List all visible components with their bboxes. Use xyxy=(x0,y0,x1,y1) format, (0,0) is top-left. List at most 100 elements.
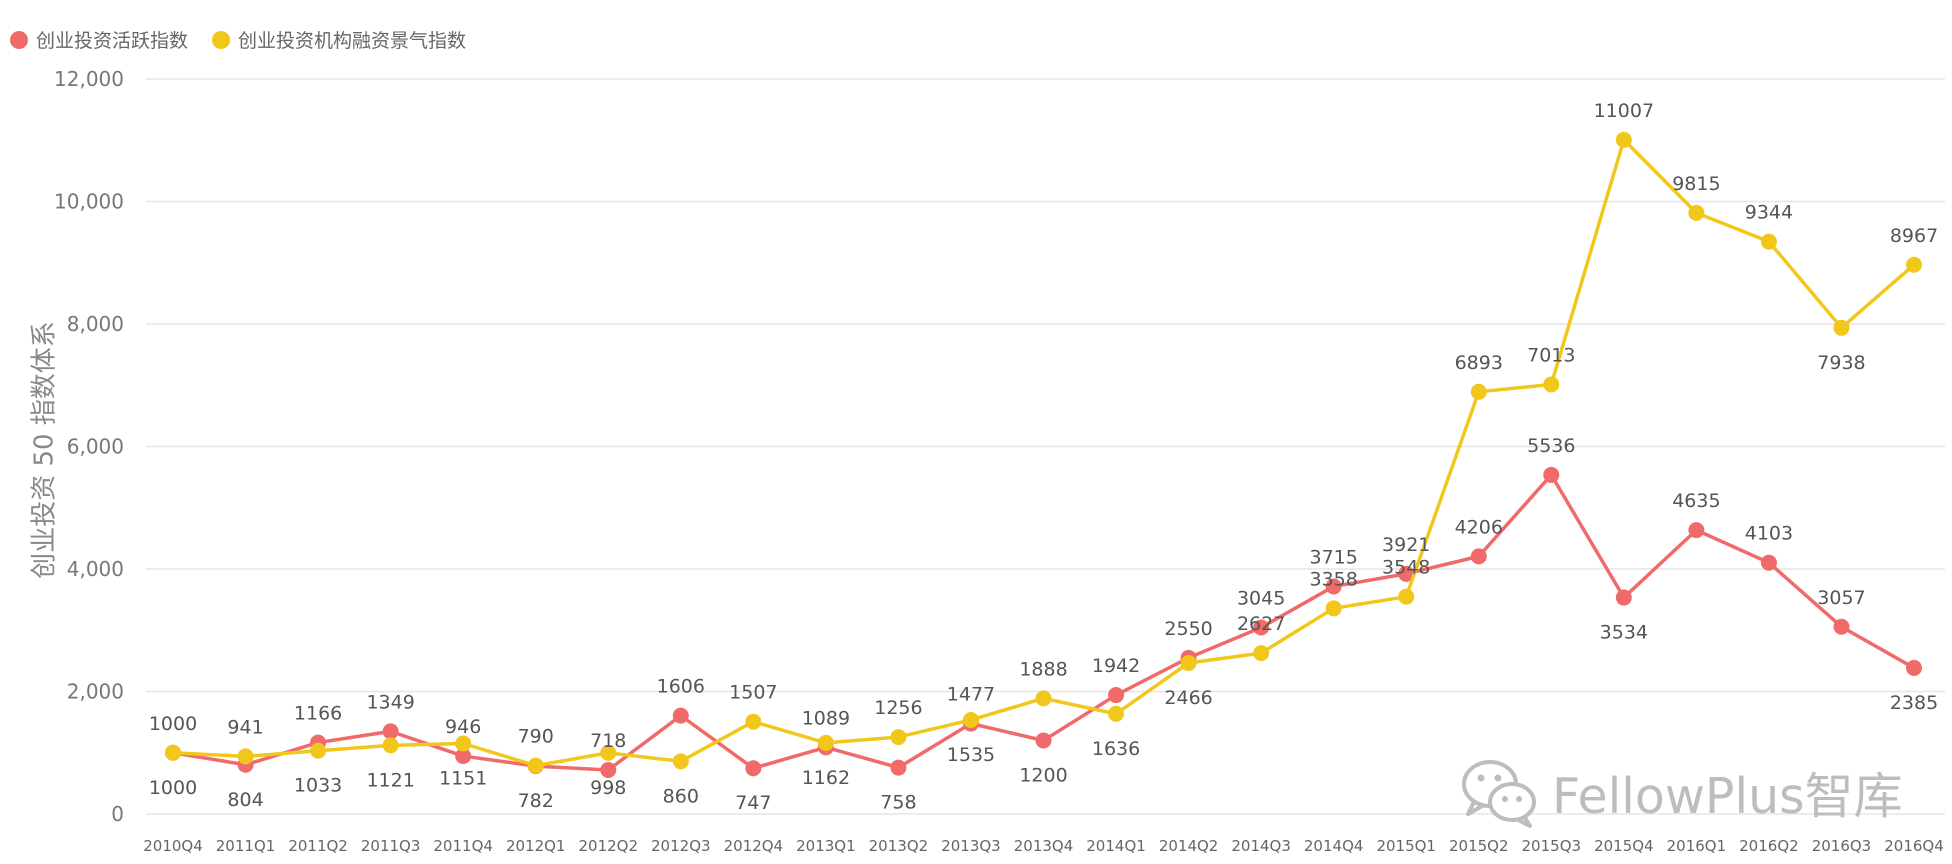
data-point[interactable] xyxy=(1180,654,1197,671)
data-point[interactable] xyxy=(672,753,689,770)
data-label: 3045 xyxy=(1237,587,1285,609)
data-label: 1507 xyxy=(729,682,777,704)
data-point[interactable] xyxy=(745,713,762,730)
x-tick-label: 2015Q2 xyxy=(1449,837,1509,855)
data-point[interactable] xyxy=(1398,565,1415,582)
y-axis-tick-labels: 0 2,000 4,000 6,000 8,000 10,000 12,000 xyxy=(54,67,124,826)
x-tick-label: 2012Q1 xyxy=(506,837,566,855)
data-point[interactable] xyxy=(1108,687,1125,704)
data-point[interactable] xyxy=(745,760,762,777)
data-point[interactable] xyxy=(1615,589,1632,606)
legend-item-activity[interactable]: 创业投资活跃指数 xyxy=(10,26,188,53)
legend-swatch-activity xyxy=(10,30,28,49)
data-label: 2627 xyxy=(1237,613,1285,635)
data-point[interactable] xyxy=(962,711,979,728)
data-label: 998 xyxy=(590,777,626,799)
data-label: 1256 xyxy=(874,697,922,719)
data-point[interactable] xyxy=(1688,522,1705,539)
data-point[interactable] xyxy=(1688,204,1705,221)
y-tick-label: 6,000 xyxy=(67,435,124,459)
data-label: 4206 xyxy=(1455,516,1503,538)
data-point[interactable] xyxy=(1543,466,1560,483)
series-lines xyxy=(165,131,1922,779)
data-label: 1477 xyxy=(947,684,995,706)
y-tick-label: 4,000 xyxy=(67,557,124,581)
y-tick-label: 12,000 xyxy=(54,67,124,91)
data-label: 9344 xyxy=(1745,202,1793,224)
data-label: 7938 xyxy=(1817,352,1865,374)
data-point[interactable] xyxy=(1906,256,1922,273)
data-label: 3921 xyxy=(1382,534,1430,556)
x-tick-label: 2016Q4 xyxy=(1884,837,1944,855)
x-tick-label: 2015Q3 xyxy=(1522,837,1582,855)
data-point[interactable] xyxy=(890,729,907,746)
data-label: 758 xyxy=(880,792,916,814)
data-label: 790 xyxy=(518,726,554,748)
x-tick-label: 2013Q4 xyxy=(1014,837,1074,855)
x-tick-label: 2016Q1 xyxy=(1667,837,1727,855)
data-point[interactable] xyxy=(382,737,399,754)
x-tick-label: 2012Q3 xyxy=(651,837,711,855)
data-label: 1166 xyxy=(294,703,342,725)
data-label: 7013 xyxy=(1527,344,1575,366)
y-axis-title: 创业投资 50 指数体系 xyxy=(29,321,60,579)
data-point[interactable] xyxy=(237,748,254,765)
data-label: 3715 xyxy=(1309,546,1357,568)
data-point[interactable] xyxy=(1833,618,1850,635)
data-point[interactable] xyxy=(817,734,834,751)
data-point[interactable] xyxy=(455,735,472,752)
data-point[interactable] xyxy=(1035,690,1052,707)
data-point[interactable] xyxy=(672,707,689,724)
data-point[interactable] xyxy=(1760,233,1777,250)
legend-label-activity: 创业投资活跃指数 xyxy=(36,30,189,52)
x-tick-label: 2013Q3 xyxy=(941,837,1001,855)
data-point[interactable] xyxy=(1325,600,1342,617)
data-point[interactable] xyxy=(890,759,907,776)
data-point[interactable] xyxy=(1325,578,1342,595)
legend-item-financing[interactable]: 创业投资机构融资景气指数 xyxy=(212,26,466,53)
data-label: 9815 xyxy=(1672,173,1720,195)
data-label: 2385 xyxy=(1890,692,1938,714)
x-tick-label: 2016Q2 xyxy=(1739,837,1799,855)
x-tick-label: 2012Q2 xyxy=(578,837,638,855)
data-point[interactable] xyxy=(1108,705,1125,722)
x-tick-label: 2015Q1 xyxy=(1376,837,1436,855)
data-label: 1000 xyxy=(149,777,197,799)
data-point[interactable] xyxy=(527,757,544,774)
data-point[interactable] xyxy=(1035,732,1052,749)
data-point[interactable] xyxy=(382,723,399,740)
data-point[interactable] xyxy=(1906,659,1922,676)
x-tick-label: 2013Q1 xyxy=(796,837,856,855)
x-tick-label: 2012Q4 xyxy=(724,837,784,855)
data-point[interactable] xyxy=(165,744,181,761)
data-point[interactable] xyxy=(1470,383,1487,400)
data-label: 1535 xyxy=(947,744,995,766)
data-label: 1636 xyxy=(1092,738,1140,760)
data-label: 1888 xyxy=(1019,658,1067,680)
data-point[interactable] xyxy=(600,744,617,761)
data-label: 718 xyxy=(590,730,626,752)
y-tick-label: 10,000 xyxy=(54,190,124,214)
data-point[interactable] xyxy=(1253,619,1270,636)
data-label: 941 xyxy=(227,716,263,738)
data-point[interactable] xyxy=(600,762,617,779)
x-tick-label: 2011Q3 xyxy=(361,837,421,855)
data-point[interactable] xyxy=(1833,319,1850,336)
data-label: 4103 xyxy=(1745,523,1793,545)
data-label: 8967 xyxy=(1890,225,1938,247)
data-point[interactable] xyxy=(1615,131,1632,148)
data-label: 6893 xyxy=(1455,352,1503,374)
data-point[interactable] xyxy=(1253,645,1270,662)
data-point[interactable] xyxy=(1760,554,1777,571)
data-point[interactable] xyxy=(1398,588,1415,605)
x-tick-label: 2010Q4 xyxy=(143,837,203,855)
data-point[interactable] xyxy=(310,742,327,759)
wechat-icon xyxy=(1462,760,1536,828)
data-label: 3057 xyxy=(1817,587,1865,609)
data-label: 782 xyxy=(518,790,554,812)
data-point[interactable] xyxy=(455,748,472,765)
y-tick-label: 0 xyxy=(111,802,124,826)
data-point[interactable] xyxy=(1470,548,1487,565)
data-label: 1162 xyxy=(802,767,850,789)
data-point[interactable] xyxy=(1543,376,1560,393)
